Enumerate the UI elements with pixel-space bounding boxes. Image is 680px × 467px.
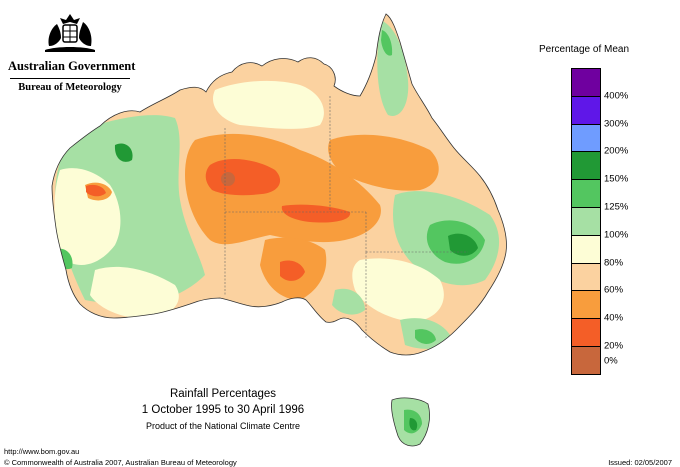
zone-central-0-20	[221, 172, 235, 186]
zone-qld-40-60	[328, 134, 439, 191]
legend-label: 0%	[604, 355, 618, 367]
zone-kimberley-150	[114, 143, 133, 162]
map-credit: Product of the National Climate Centre	[145, 421, 301, 431]
footer-url[interactable]: http://www.bom.gov.au	[4, 447, 80, 456]
map-title: Rainfall Percentages	[169, 388, 277, 400]
bureau-name: Bureau of Meteorology	[18, 82, 122, 93]
map-title-block: Rainfall Percentages 1 October 1995 to 3…	[120, 388, 326, 431]
legend-label: 150%	[604, 173, 629, 185]
legend-swatch	[572, 235, 600, 264]
government-name: Australian Government	[8, 59, 136, 73]
legend-swatch	[572, 291, 600, 320]
zone-se-150	[415, 329, 436, 344]
legend-color-bar	[571, 68, 601, 375]
zone-sa-coast-125	[332, 288, 365, 315]
tasmania-zone-200	[409, 418, 418, 431]
legend-label: 100%	[604, 229, 629, 241]
legend-title: Percentage of Mean	[538, 44, 630, 55]
legend-swatch	[572, 96, 600, 125]
tasmania	[391, 397, 430, 447]
government-logo: Australian Government Bureau of Meteorol…	[8, 10, 136, 93]
legend-swatch	[572, 263, 600, 292]
zone-top-end-80	[212, 80, 324, 129]
zone-wa-red	[86, 184, 106, 197]
zone-central-20-40	[205, 158, 281, 196]
legend-label: 125%	[604, 201, 629, 213]
state-borders	[224, 96, 468, 338]
legend-swatch	[572, 319, 600, 347]
zone-cape-york-150	[381, 30, 393, 56]
footer-issued-date: Issued: 02/05/2007	[608, 458, 672, 467]
legend-swatch	[572, 124, 600, 153]
legend-swatch	[572, 207, 600, 236]
zone-nsw-80-100	[352, 258, 444, 322]
legend-label: 80%	[604, 257, 624, 269]
map-period: 1 October 1995 to 30 April 1996	[141, 404, 305, 416]
legend-label: 400%	[604, 90, 629, 102]
zone-wa-80-100-b	[90, 266, 179, 319]
legend-swatch	[572, 69, 600, 97]
coat-of-arms-icon	[45, 14, 95, 52]
legend-swatch	[572, 180, 600, 208]
australia-mainland	[51, 13, 507, 356]
logo-divider	[10, 78, 130, 79]
zone-sa-red	[280, 260, 305, 281]
mainland-coastline	[51, 13, 507, 356]
footer-copyright: © Commonwealth of Australia 2007, Austra…	[4, 458, 237, 467]
legend-label: 200%	[604, 145, 629, 157]
legend-swatch	[572, 346, 600, 375]
zone-central-20-40-b	[281, 204, 351, 223]
legend-swatch	[572, 152, 600, 181]
zone-east-150-200	[448, 233, 478, 256]
legend-label: 300%	[604, 118, 629, 130]
legend-label: 40%	[604, 312, 624, 324]
legend-label: 20%	[604, 340, 624, 352]
legend-label: 60%	[604, 284, 624, 296]
rainfall-zones	[54, 20, 500, 349]
